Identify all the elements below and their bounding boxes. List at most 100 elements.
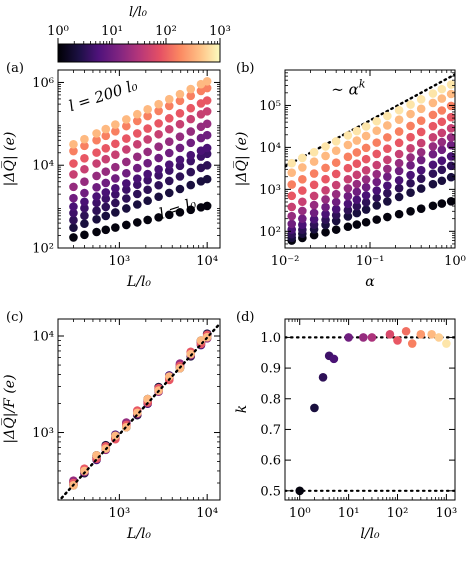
data-point (175, 172, 185, 181)
data-point (428, 142, 438, 151)
data-point (383, 121, 392, 130)
data-point (309, 208, 319, 218)
y-tick-label: 10⁴ (32, 159, 54, 174)
data-point (111, 139, 120, 149)
data-point (406, 132, 415, 142)
fit-line-overlay (60, 323, 220, 500)
data-point (69, 170, 78, 179)
data-point (343, 212, 353, 221)
data-point (101, 225, 111, 235)
panel-label: (d) (236, 310, 254, 325)
series-l-10 (287, 140, 455, 229)
data-point (321, 163, 330, 173)
data-point (132, 200, 142, 209)
data-point (383, 197, 392, 206)
data-point (132, 189, 142, 199)
data-point (446, 112, 455, 122)
data-point (446, 80, 455, 89)
data-point (111, 120, 120, 129)
series-l-20 (287, 133, 455, 221)
data-point (416, 104, 426, 114)
series-l-5 (69, 143, 212, 211)
annotation: l = 200 l₀ (67, 76, 140, 115)
series-l-100 (69, 96, 212, 168)
data-point (143, 185, 152, 195)
data-point (361, 182, 371, 192)
data-point (383, 155, 392, 165)
data-point (186, 91, 196, 101)
data-point (122, 157, 131, 167)
data-point (92, 214, 101, 224)
data-point (92, 135, 101, 145)
data-point (132, 140, 142, 149)
y-tick-label: 0.9 (260, 362, 281, 377)
data-point (143, 105, 152, 114)
data-point (416, 184, 426, 193)
data-point (80, 211, 89, 220)
data-point (164, 160, 174, 169)
data-point (372, 126, 382, 136)
data-point (437, 165, 447, 175)
data-point (175, 132, 185, 141)
series-l-500 (69, 76, 212, 149)
x-axis-label: L/l₀ (126, 274, 151, 290)
data-point (122, 179, 131, 188)
data-point (406, 206, 415, 216)
data-point (321, 174, 330, 184)
data-point (331, 180, 341, 190)
data-point (122, 220, 131, 230)
data-point (394, 138, 404, 148)
ticks: 10³ 10⁴ 10² 10⁴ 10⁶ (32, 70, 220, 269)
data-point (416, 330, 426, 339)
y-axis-label: |ΔQ̅| (e) (231, 132, 250, 187)
data-point (202, 143, 212, 153)
data-point (321, 202, 330, 212)
data-point (428, 160, 438, 170)
y-tick-label: 0.6 (260, 454, 281, 469)
data-point (394, 183, 404, 193)
y-tick-label: 0.7 (260, 423, 281, 438)
data-point (394, 166, 404, 176)
data-point (298, 186, 307, 195)
data-point (372, 138, 382, 147)
data-point (298, 163, 307, 172)
data-point (428, 132, 438, 142)
y-tick-label: 10⁶ (32, 76, 54, 91)
y-axis-label: |ΔQ̅| (e) (0, 132, 18, 187)
series-l-10 (69, 130, 212, 203)
data-point (343, 222, 353, 232)
data-point (69, 146, 78, 156)
data-point (318, 372, 328, 382)
data-point (437, 94, 447, 103)
data-point (164, 176, 174, 186)
data-point (343, 152, 353, 162)
plot-area (60, 323, 220, 500)
y-tick-label: 1.0 (260, 331, 281, 346)
data-point (416, 127, 426, 137)
data-point (287, 211, 297, 221)
data-point (92, 198, 101, 208)
data-point (416, 155, 426, 165)
data-point (186, 150, 196, 160)
data-point (92, 129, 101, 138)
data-point (352, 208, 362, 218)
data-point (143, 215, 152, 225)
data-point (80, 154, 89, 163)
data-point (343, 163, 353, 173)
x-tick-label: 10⁰ (289, 506, 311, 521)
data-point (69, 208, 78, 218)
data-point (92, 148, 101, 157)
data-point (406, 188, 415, 197)
data-point (186, 180, 196, 190)
ticks: 10⁰ 10¹ 10² 10³ 0.5 0.6 0.7 0.8 0.9 1.0 (260, 319, 457, 521)
data-point (69, 223, 78, 232)
data-point (361, 165, 371, 175)
data-point (428, 121, 438, 131)
data-point (442, 339, 451, 348)
data-point (122, 194, 131, 203)
data-point (154, 129, 163, 139)
data-point (416, 147, 426, 157)
data-point (437, 176, 447, 186)
data-point (111, 208, 120, 217)
data-point (352, 159, 362, 169)
